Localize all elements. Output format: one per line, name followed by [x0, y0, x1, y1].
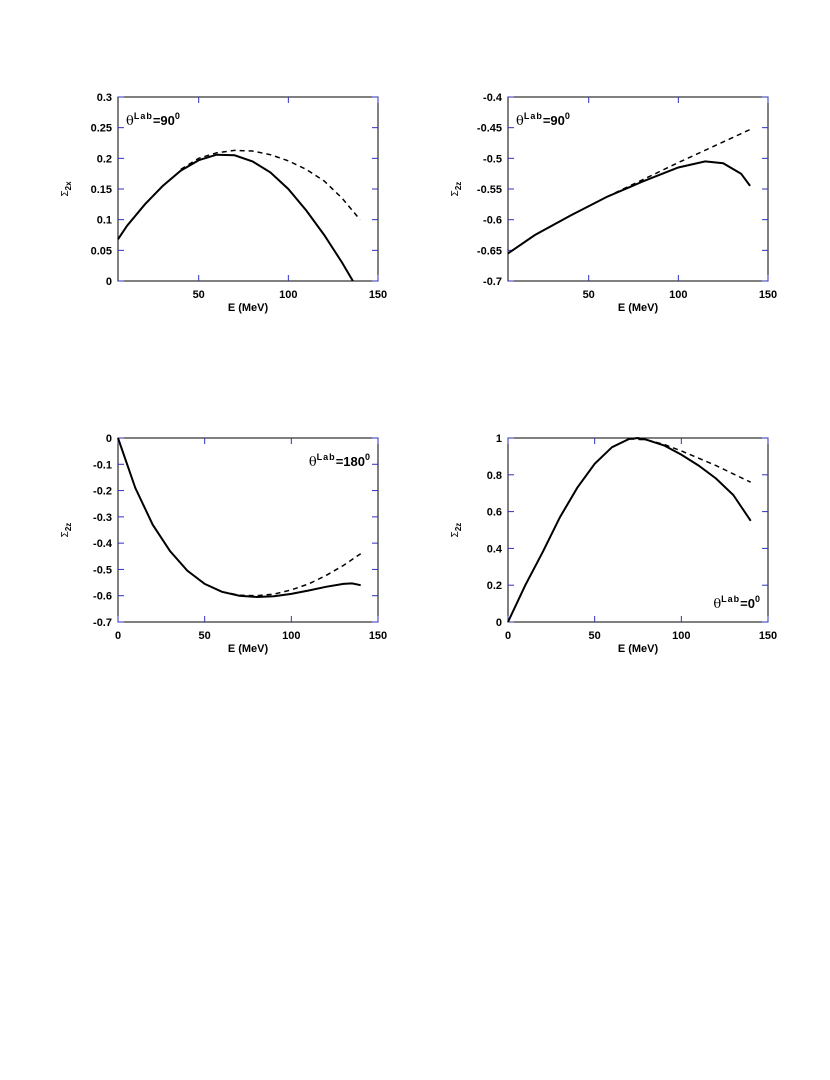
solid-line [507, 160, 751, 255]
y-tick-label: -0.4 [93, 538, 113, 550]
y-tick-label: 0.2 [487, 580, 502, 592]
y-tick-label: 1 [496, 433, 502, 445]
solid-line [507, 436, 752, 623]
y-tick-label: 0.2 [97, 153, 112, 165]
annotation-sup: Lab [524, 111, 543, 121]
y-tick-label: 0 [106, 433, 112, 445]
annotation-text: =180 [336, 454, 365, 469]
annotation-sup: Lab [317, 452, 336, 462]
annotation-exp: 0 [755, 594, 760, 604]
y-tick-label: -0.6 [93, 591, 112, 603]
solid-line [117, 437, 361, 599]
annotation: θLab=1800 [309, 452, 370, 470]
y-tick-label: -0.55 [477, 184, 502, 196]
solid-line [117, 153, 354, 282]
annotation-exp: 0 [365, 452, 370, 462]
x-tick-label: 0 [505, 630, 511, 642]
annotation-text: =0 [740, 596, 755, 611]
x-tick-label: 150 [369, 630, 387, 642]
annotation-sup: Lab [721, 594, 740, 604]
subplot: -0.7 -0.6 -0.5 -0.4 -0.3 -0.2 -0.1 0 0 50 100 150 E … [60, 433, 387, 655]
x-axis-label: E (MeV) [618, 302, 659, 314]
y-label-sub: 2z [454, 523, 463, 531]
annotation-symbol: θ [713, 597, 721, 612]
y-tick-label: -0.2 [93, 486, 112, 498]
plot-frame [117, 437, 379, 623]
y-tick-label: 0.8 [487, 470, 502, 482]
x-tick-label: 100 [672, 630, 690, 642]
subplot: 0 0.05 0.1 0.15 0.2 0.25 0.3 50 100 150 E (MeV) Σ2x… [60, 92, 387, 314]
x-tick-label: 0 [115, 630, 121, 642]
y-tick-label: -0.45 [477, 123, 502, 135]
y-tick-label: -0.5 [93, 564, 112, 576]
x-axis-label: E (MeV) [228, 643, 269, 655]
x-axis-label: E (MeV) [618, 643, 659, 655]
y-tick-label: 0.25 [91, 123, 112, 135]
x-tick-label: 150 [759, 630, 777, 642]
y-label-base: Σ [450, 190, 461, 196]
y-axis-label: Σ2z [450, 182, 463, 197]
annotation: θLab=900 [516, 111, 570, 129]
annotation-symbol: θ [126, 114, 134, 129]
annotation-text: =90 [543, 113, 565, 128]
annotation-exp: 0 [175, 111, 180, 121]
x-tick-label: 150 [759, 289, 777, 301]
y-tick-label: 0.15 [91, 184, 112, 196]
annotation-symbol: θ [516, 114, 524, 129]
x-tick-label: 150 [369, 289, 387, 301]
y-label-sub: 2z [454, 182, 463, 190]
y-tick-label: 0.3 [97, 92, 112, 104]
y-tick-label: -0.1 [93, 459, 112, 471]
y-tick-label: 0.4 [487, 543, 503, 555]
y-label-sub: 2z [64, 523, 73, 531]
annotation-text: =90 [153, 113, 175, 128]
x-tick-label: 50 [589, 630, 601, 642]
y-tick-label: 0 [496, 617, 502, 629]
y-tick-label: 0.1 [97, 215, 112, 227]
y-label-base: Σ [450, 531, 461, 537]
y-label-base: Σ [60, 190, 71, 196]
dashed-line [221, 553, 362, 597]
y-tick-label: -0.65 [477, 245, 502, 257]
y-axis-label: Σ2z [60, 523, 73, 538]
annotation-sup: Lab [134, 111, 153, 121]
x-tick-label: 50 [583, 289, 595, 301]
y-tick-label: 0 [106, 276, 112, 288]
y-tick-label: -0.7 [93, 617, 112, 629]
x-tick-label: 50 [199, 630, 211, 642]
y-tick-label: -0.7 [483, 276, 502, 288]
y-axis-label: Σ2x [60, 181, 73, 197]
y-axis-label: Σ2z [450, 523, 463, 538]
annotation: θLab=00 [713, 594, 760, 612]
annotation: θLab=900 [126, 111, 180, 129]
y-tick-label: -0.4 [483, 92, 503, 104]
dashed-line [180, 149, 361, 221]
y-label-base: Σ [60, 531, 71, 537]
annotation-exp: 0 [565, 111, 570, 121]
subplot: -0.7 -0.65 -0.6 -0.55 -0.5 -0.45 -0.4 50 100 150 E… [450, 92, 777, 314]
y-tick-label: -0.5 [483, 153, 502, 165]
x-tick-label: 100 [669, 289, 687, 301]
y-label-sub: 2x [64, 181, 73, 190]
annotation-symbol: θ [309, 455, 317, 470]
y-tick-label: 0.6 [487, 507, 502, 519]
y-tick-label: -0.6 [483, 215, 502, 227]
x-axis-label: E (MeV) [228, 302, 269, 314]
x-tick-label: 100 [279, 289, 297, 301]
x-tick-label: 100 [282, 630, 300, 642]
x-tick-label: 50 [193, 289, 205, 301]
dashed-line [629, 438, 752, 483]
y-tick-label: 0.05 [91, 245, 112, 257]
y-tick-label: -0.3 [93, 512, 112, 524]
